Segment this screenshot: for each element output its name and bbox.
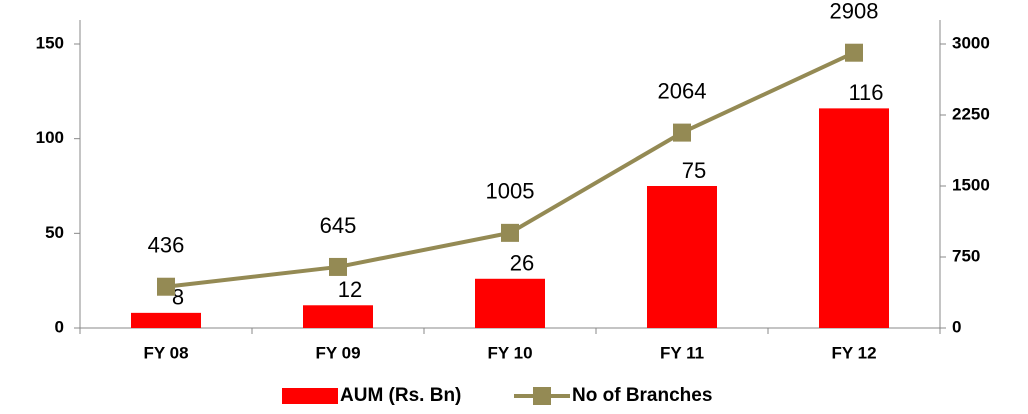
line-value-label: 645 [320, 213, 357, 238]
x-tick-label: FY 12 [831, 343, 876, 362]
bar-value-label: 116 [848, 80, 883, 105]
y2-tick-label: 0 [952, 317, 961, 336]
line-marker [157, 277, 175, 296]
line-marker [845, 43, 863, 62]
line-value-label: 436 [148, 233, 185, 258]
line-marker [329, 257, 347, 276]
y2-tick-label: 750 [952, 246, 980, 265]
line-value-label: 1005 [486, 179, 535, 204]
bar [475, 278, 545, 328]
line-value-label: 2908 [830, 0, 879, 24]
x-tick-label: FY 10 [487, 343, 532, 362]
x-tick-label: FY 09 [315, 343, 360, 362]
y-tick-label: 150 [36, 33, 64, 52]
y-tick-label: 100 [36, 128, 64, 147]
line-marker [501, 223, 519, 242]
bar [647, 186, 717, 328]
bar [131, 312, 201, 328]
legend-label: No of Branches [572, 385, 712, 406]
bar-value-label: 12 [338, 277, 362, 302]
y2-tick-label: 1500 [952, 175, 990, 194]
bar [303, 305, 373, 328]
y2-tick-label: 2250 [952, 104, 990, 123]
y-tick-label: 50 [45, 223, 64, 242]
bar-value-label: 75 [682, 158, 706, 183]
legend-swatch [282, 388, 338, 404]
legend-label: AUM (Rs. Bn) [340, 385, 461, 406]
bar-value-label: 26 [510, 251, 534, 276]
x-tick-label: FY 08 [143, 343, 188, 362]
line-marker [673, 123, 691, 142]
y-tick-label: 0 [55, 317, 64, 336]
bar [819, 108, 889, 328]
legend-swatch [533, 387, 551, 405]
x-tick-label: FY 11 [660, 343, 704, 362]
y2-tick-label: 3000 [952, 33, 990, 52]
line-value-label: 2064 [658, 78, 707, 103]
